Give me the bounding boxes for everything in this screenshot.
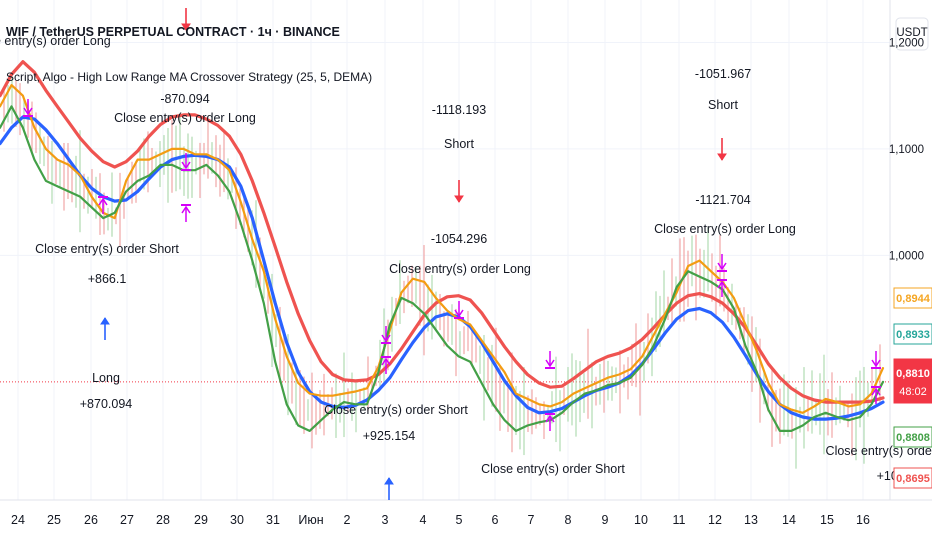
x-tick-label: 25 <box>47 513 61 527</box>
entry-arrow-head <box>454 195 464 203</box>
x-tick-label: 27 <box>120 513 134 527</box>
x-tick-label: 7 <box>528 513 535 527</box>
close-order-arrow <box>181 161 191 170</box>
trade-annotation: -1054.296 <box>431 232 487 246</box>
x-tick-label: 12 <box>708 513 722 527</box>
series-lines <box>0 60 885 432</box>
price-tag-label: 0,8808 <box>896 432 930 444</box>
trade-annotation: -1051.967 <box>695 67 751 81</box>
close-order-arrow <box>545 414 555 423</box>
x-tick-label: 6 <box>492 513 499 527</box>
series-line-3 <box>0 105 885 432</box>
price-tag-label: 0,8695 <box>896 473 930 485</box>
price-tag <box>893 323 932 345</box>
trade-annotation: Close entry(s) order Long <box>389 262 531 276</box>
entry-arrow-head <box>100 317 110 325</box>
close-order-arrow <box>454 309 464 318</box>
x-tick-label: 28 <box>156 513 170 527</box>
close-order-arrow <box>871 387 881 396</box>
x-tick-label: 31 <box>266 513 280 527</box>
x-tick-label: 2 <box>344 513 351 527</box>
x-tick-label: 9 <box>602 513 609 527</box>
trade-annotation: Close entry(s) order Long <box>114 111 256 125</box>
trade-annotation: +870.094 <box>80 397 133 411</box>
close-order-arrow <box>98 197 108 206</box>
x-tick-label: 14 <box>782 513 796 527</box>
x-tick-label: 30 <box>230 513 244 527</box>
trade-annotation: +925.154 <box>363 429 416 443</box>
x-axis: 24 25 26 27 28 29 30 31 Июн 2 3 4 5 6 7 8 9 10 11 12 13 14 15 1… <box>11 513 870 527</box>
entry-arrow-head <box>717 153 727 161</box>
trade-annotation: -1118.193 <box>432 103 486 117</box>
trade-annotation: -870.094 <box>160 92 209 106</box>
close-order-arrow <box>545 359 555 368</box>
x-tick-label: 11 <box>673 513 686 527</box>
x-tick-label: 3 <box>382 513 389 527</box>
x-tick-label: 13 <box>744 513 758 527</box>
trade-annotation: Close entry(s) order Long <box>654 222 796 236</box>
trade-annotation: e entry(s) order Long <box>0 34 111 48</box>
currency-button-frame <box>895 17 929 51</box>
x-tick-label: 10 <box>634 513 648 527</box>
x-tick-label: 26 <box>84 513 98 527</box>
trade-annotation: -1121.704 <box>695 193 750 207</box>
grid <box>0 0 932 501</box>
trade-annotation: Short <box>444 137 474 151</box>
trade-annotation: +866.1 <box>88 272 127 286</box>
trade-annotation: Long <box>92 371 120 385</box>
price-tag <box>893 358 932 404</box>
annotations: e entry(s) order Long -870.094 Close entry… <box>0 34 932 483</box>
price-tag <box>893 426 932 448</box>
series-line-1 <box>0 115 885 421</box>
chart-title: WIF / TetherUS PERPETUAL CONTRACT · 1ч ·… <box>6 25 340 39</box>
currency-label: USDT <box>896 27 927 39</box>
close-order-arrow <box>23 107 33 116</box>
price-tag <box>893 287 932 309</box>
trade-annotation: Close entry(s) order Short <box>324 403 468 417</box>
trade-markers <box>23 8 881 500</box>
series-line-2 <box>0 83 885 414</box>
x-tick-label: 16 <box>856 513 870 527</box>
close-order-arrow <box>717 262 727 271</box>
y-tick-label: 1,0000 <box>889 250 924 262</box>
x-tick-label: 4 <box>420 513 427 527</box>
x-tick-label: 24 <box>11 513 25 527</box>
x-tick-label: Июн <box>298 513 323 527</box>
y-tick-label: 1,1000 <box>889 144 924 156</box>
entry-arrow-head <box>181 23 191 31</box>
close-order-arrow <box>381 334 391 343</box>
trade-annotation: Close entry(s) order Short <box>481 462 625 476</box>
price-tag <box>893 467 932 489</box>
x-tick-label: 5 <box>456 513 463 527</box>
close-order-arrow <box>181 205 191 214</box>
trade-annotation: Close entry(s) order Short <box>35 242 179 256</box>
x-tick-label: 8 <box>565 513 572 527</box>
price-tag-label: 0,8944 <box>896 293 931 305</box>
close-order-arrow <box>871 359 881 368</box>
trade-annotation: Short <box>708 98 738 112</box>
close-order-arrow <box>381 357 391 366</box>
price-tag-label: 0,8810 <box>896 368 930 380</box>
y-tick-label: 1,2000 <box>889 38 924 50</box>
price-tag-countdown: 48:02 <box>899 386 927 398</box>
entry-arrow-head <box>384 477 394 485</box>
close-order-arrow <box>717 280 727 289</box>
strategy-subtitle: Script, Algo - High Low Range MA Crossov… <box>6 70 373 84</box>
x-tick-label: 15 <box>820 513 834 527</box>
price-tag-label: 0,8933 <box>896 329 930 341</box>
x-tick-label: 29 <box>194 513 208 527</box>
